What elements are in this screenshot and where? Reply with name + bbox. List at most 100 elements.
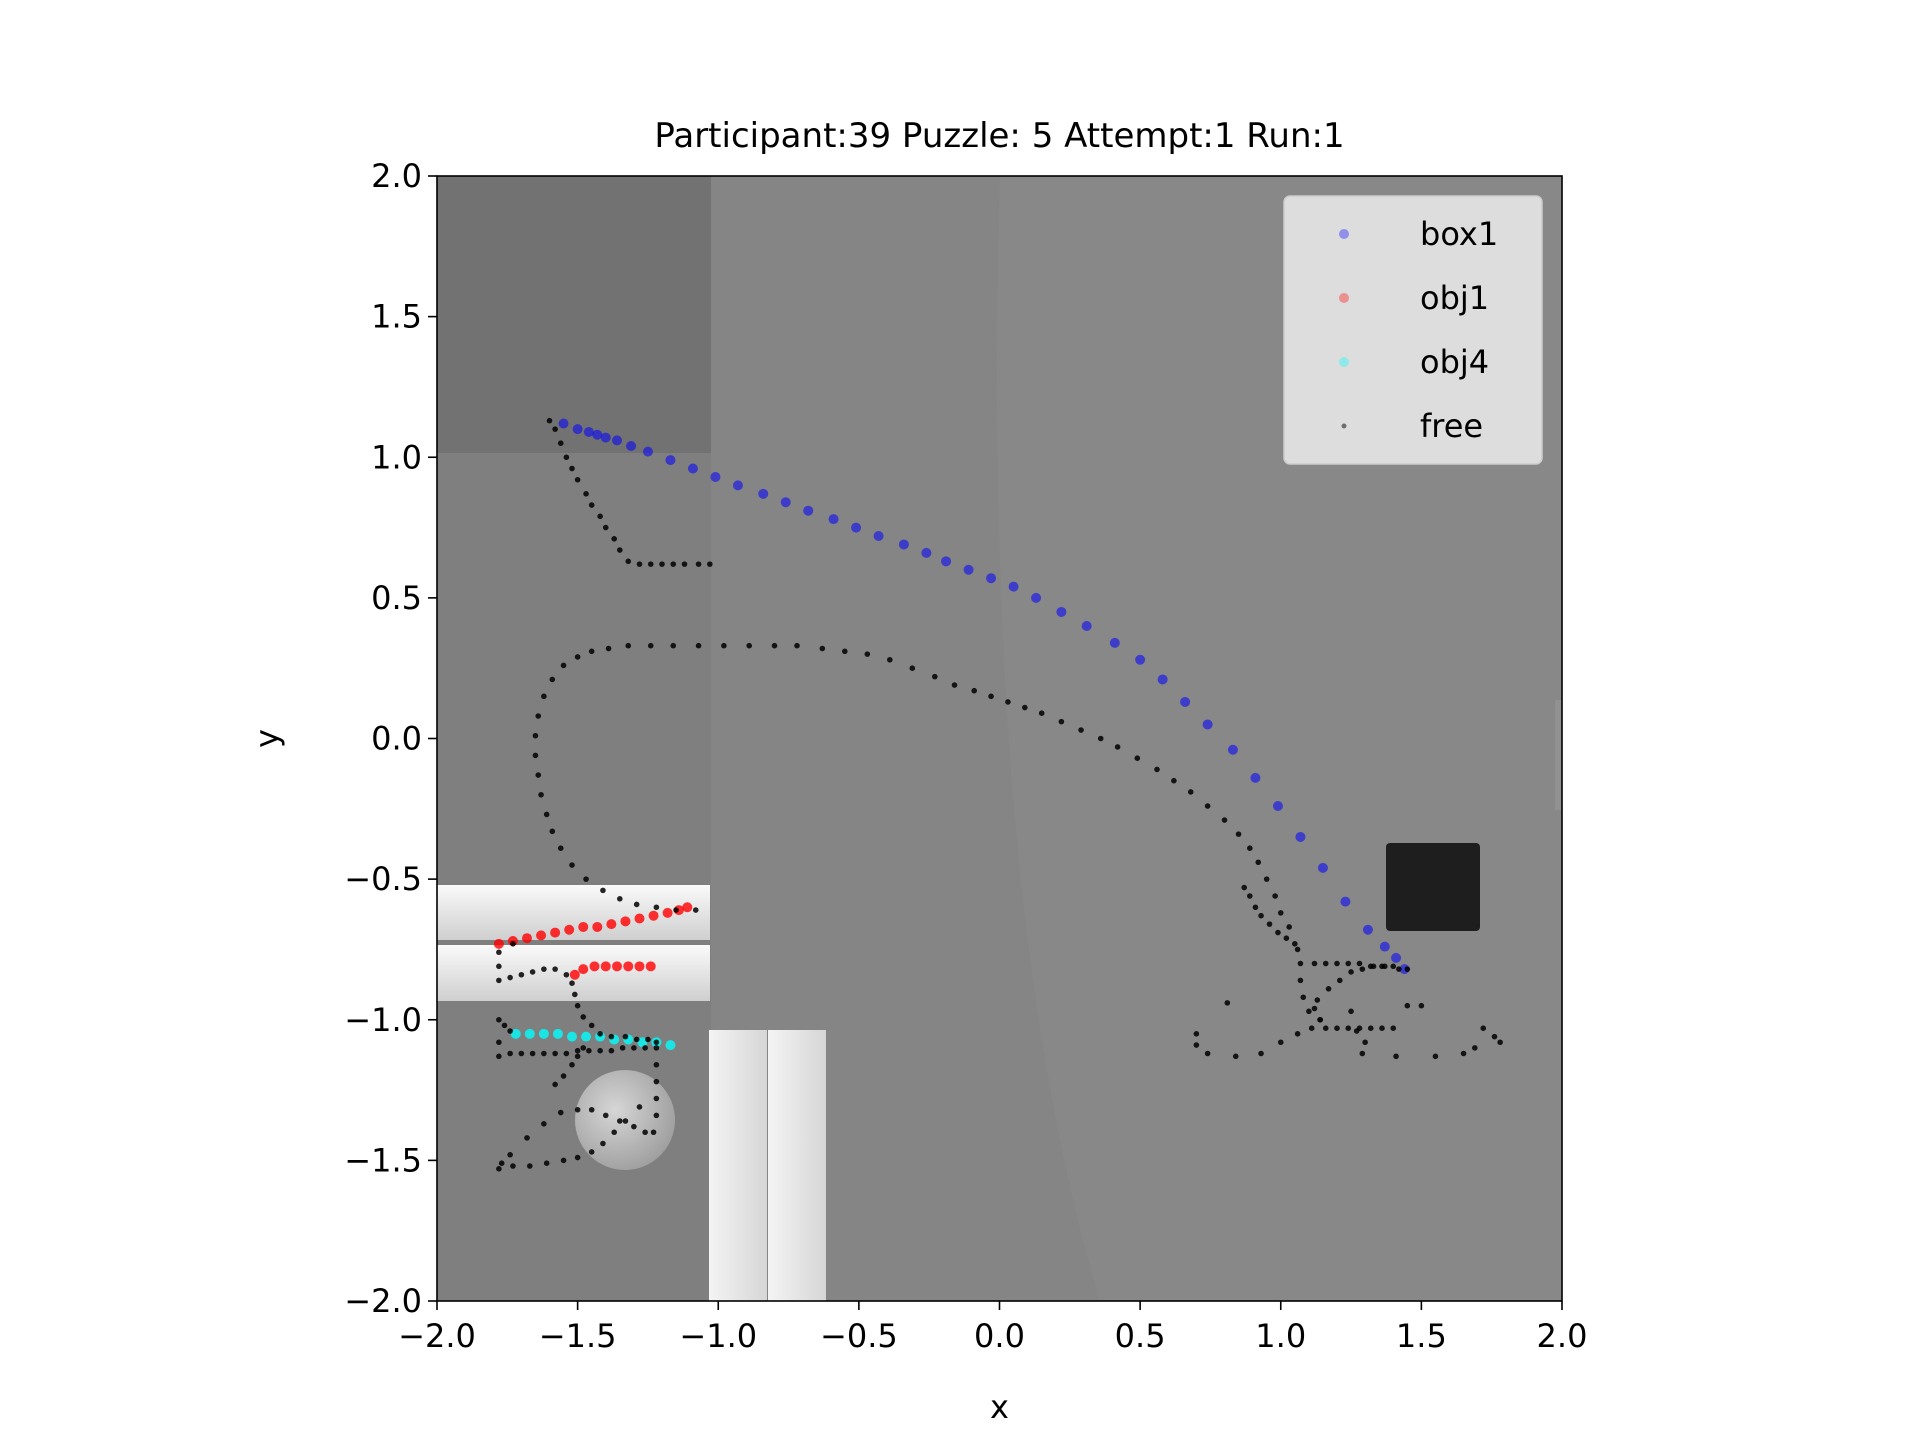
free-point <box>580 1014 587 1020</box>
box1-point <box>1295 831 1306 842</box>
free-point <box>574 1106 581 1113</box>
free-point <box>1359 1050 1366 1057</box>
legend-label-box1: box1 <box>1420 215 1498 253</box>
free-point <box>507 1050 513 1057</box>
free-point <box>1292 941 1298 947</box>
free-point <box>1252 904 1259 911</box>
free-point <box>1317 1016 1323 1023</box>
free-point <box>1235 831 1242 837</box>
legend-label-free: free <box>1420 407 1483 445</box>
y-tick-label: 1.5 <box>371 298 422 336</box>
free-point <box>746 642 752 649</box>
free-point <box>1390 963 1397 970</box>
free-point <box>538 791 544 798</box>
box1-point <box>687 463 698 474</box>
obj1-point <box>612 961 622 972</box>
free-point <box>1187 789 1194 795</box>
y-tick-label: −0.5 <box>344 860 422 898</box>
x-tick-label: 1.5 <box>1396 1317 1447 1355</box>
free-point <box>721 642 727 649</box>
free-point <box>549 676 556 683</box>
box1-point <box>626 441 637 451</box>
free-point <box>574 654 581 660</box>
free-point <box>631 1123 637 1130</box>
free-point <box>1224 1000 1231 1006</box>
box1-point <box>1340 896 1351 907</box>
y-axis-label: y <box>248 729 286 748</box>
free-point <box>532 732 539 739</box>
free-point <box>1367 963 1374 970</box>
free-point <box>951 682 958 688</box>
obj1-point <box>578 964 589 975</box>
box1-point <box>1109 637 1120 648</box>
free-point <box>625 642 632 649</box>
free-point <box>552 966 558 972</box>
free-point <box>569 862 575 868</box>
obj1-point <box>623 961 634 972</box>
free-point <box>1154 766 1160 773</box>
free-point <box>1263 876 1270 882</box>
y-tick-label: 2.0 <box>371 157 422 195</box>
free-point <box>1345 1025 1352 1031</box>
box1-point <box>710 471 721 482</box>
free-point <box>1294 946 1301 953</box>
free-point <box>602 524 609 531</box>
free-point <box>695 561 702 567</box>
free-point <box>611 536 617 542</box>
obj4-point <box>510 1028 521 1039</box>
free-point <box>1266 921 1273 927</box>
free-point <box>1311 960 1318 967</box>
free-point <box>588 1149 595 1155</box>
free-point <box>1221 817 1228 823</box>
obj4-point <box>538 1028 549 1039</box>
obj1-point <box>550 927 561 938</box>
free-point <box>574 1002 581 1009</box>
free-point <box>588 648 595 655</box>
free-point <box>1353 1028 1360 1034</box>
obj1-point <box>682 902 693 913</box>
obj1-point <box>662 907 673 918</box>
free-point <box>1418 1002 1425 1009</box>
free-point <box>642 1129 648 1136</box>
free-point <box>560 1073 567 1079</box>
box1-point <box>1008 581 1019 592</box>
free-point <box>569 980 575 986</box>
free-point <box>617 896 623 902</box>
obj4-point <box>567 1031 577 1042</box>
free-point <box>496 949 502 956</box>
chart-title: Participant:39 Puzzle: 5 Attempt:1 Run:1 <box>654 116 1344 156</box>
free-point <box>636 1104 643 1110</box>
free-point <box>1294 1031 1301 1037</box>
free-point <box>653 1095 660 1102</box>
box1-point <box>803 505 814 516</box>
y-tick-label: −2.0 <box>344 1282 422 1320</box>
obj1-point <box>536 930 547 941</box>
free-point <box>1337 977 1343 984</box>
obj4-point <box>665 1040 676 1051</box>
free-point <box>541 1050 547 1057</box>
y-tick-label: 0.0 <box>371 720 422 758</box>
free-point <box>1193 1042 1200 1048</box>
free-point <box>988 693 994 700</box>
free-point <box>645 1036 651 1043</box>
free-point <box>1097 735 1104 742</box>
free-point <box>653 1045 660 1051</box>
free-point <box>1258 1050 1264 1057</box>
free-point <box>681 561 688 567</box>
box1-point <box>558 418 569 429</box>
free-point <box>1379 963 1385 970</box>
free-point <box>642 1045 648 1051</box>
free-point <box>597 1031 603 1037</box>
free-point <box>653 1078 660 1085</box>
free-point <box>1078 727 1084 733</box>
x-tick-label: −2.0 <box>398 1317 476 1355</box>
free-point <box>518 1050 525 1057</box>
free-point <box>1204 803 1211 809</box>
box1-point <box>612 435 622 446</box>
obj4-point <box>581 1031 592 1042</box>
free-point <box>496 1016 502 1023</box>
y-axis-ticks: 2.0 1.5 1.0 0.5 0.0 −0.5 −1.0 −1.5 −2.0 <box>344 157 437 1320</box>
free-point <box>529 969 536 975</box>
free-point <box>692 907 699 913</box>
